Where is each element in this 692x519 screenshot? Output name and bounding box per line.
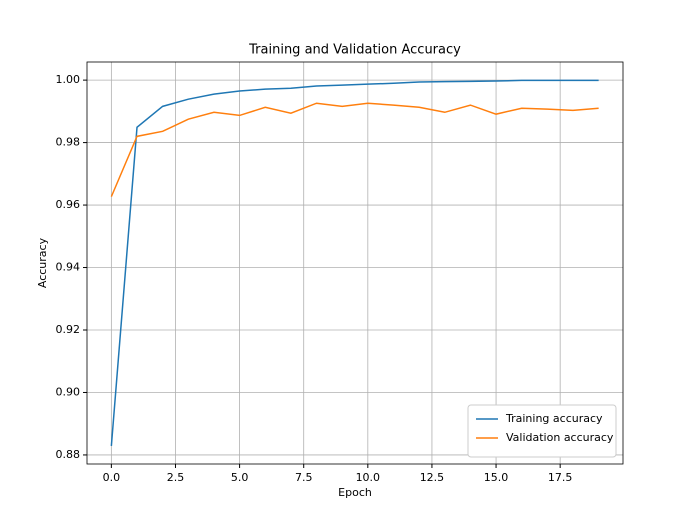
y-axis-label: Accuracy xyxy=(36,237,49,288)
x-tick-label: 15.0 xyxy=(484,471,509,484)
line-series xyxy=(110,102,599,197)
y-tick-label: 0.98 xyxy=(56,136,81,149)
line-series xyxy=(110,79,599,446)
x-tick-label: 17.5 xyxy=(548,471,573,484)
y-tick-label: 0.88 xyxy=(56,448,81,461)
x-tick-label: 5.0 xyxy=(231,471,249,484)
x-tick-label: 7.5 xyxy=(295,471,313,484)
x-tick-label: 0.0 xyxy=(103,471,121,484)
y-tick-label: 0.96 xyxy=(56,198,81,211)
legend-label: Training accuracy xyxy=(505,412,603,425)
plot-frame xyxy=(86,61,624,465)
legend-box xyxy=(467,404,617,458)
y-tick-label: 0.94 xyxy=(56,261,81,274)
x-axis-label: Epoch xyxy=(338,486,372,499)
x-tick-label: 12.5 xyxy=(420,471,445,484)
y-tick-label: 0.92 xyxy=(56,323,81,336)
x-tick-label: 2.5 xyxy=(167,471,185,484)
y-tick-label: 0.90 xyxy=(56,385,81,398)
y-tick-label: 1.00 xyxy=(56,73,81,86)
chart-title: Training and Validation Accuracy xyxy=(248,43,461,58)
legend-label: Validation accuracy xyxy=(506,431,614,444)
x-tick-label: 10.0 xyxy=(356,471,381,484)
